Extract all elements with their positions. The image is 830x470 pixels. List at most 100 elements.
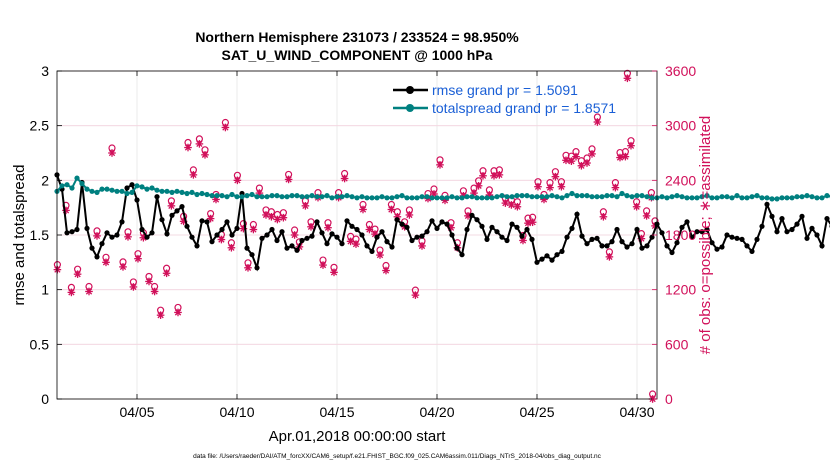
obs-assimilated-point (359, 205, 367, 214)
rmse-point (449, 232, 455, 238)
rmse-point (364, 243, 370, 249)
obs-asterisk-stroke (151, 288, 158, 295)
rmse-point (574, 211, 580, 217)
obs-asterisk-stroke (524, 220, 532, 227)
obs-assimilated-point (524, 219, 532, 227)
obs-asterisk-stroke (74, 271, 81, 278)
obs-assimilated-point (642, 212, 651, 220)
rmse-point (164, 231, 170, 237)
obs-assimilated-point (124, 233, 132, 241)
totalspread-point (794, 194, 800, 200)
rmse-point (124, 185, 130, 191)
rmse-point (724, 232, 730, 238)
rmse-point (369, 248, 375, 254)
rmse-point (779, 216, 785, 222)
totalspread-point (59, 183, 65, 189)
rmse-point (484, 236, 490, 242)
totalspread-point (189, 189, 195, 195)
series-totalspread (54, 175, 830, 202)
obs-assimilated-point (195, 140, 204, 148)
rmse-point (129, 182, 135, 188)
obs-assimilated-point (67, 288, 76, 297)
totalspread-point (624, 193, 630, 199)
x-tick-label: 04/15 (319, 404, 354, 420)
rmse-point (644, 243, 650, 249)
obs-asterisk-stroke (624, 75, 631, 82)
obs-asterisk-stroke (157, 312, 164, 319)
obs-assimilated-point (627, 141, 635, 150)
totalspread-point (774, 196, 780, 202)
obs-asterisk-stroke (616, 154, 624, 161)
rmse-point (454, 245, 460, 251)
totalspread-point (334, 194, 340, 200)
obs-assimilated-point (189, 171, 198, 179)
totalspread-point (684, 195, 690, 201)
obs-assimilated-point (324, 223, 332, 232)
obs-asterisk-stroke (572, 153, 580, 160)
totalspread-point (194, 191, 200, 198)
y-tick-label-left: 2 (41, 172, 49, 188)
obs-assimilated-point (605, 253, 614, 261)
totalspread-point (249, 191, 255, 198)
obs-asterisk-stroke (291, 231, 298, 239)
obs-assimilated-point (233, 176, 242, 185)
totalspread-point (479, 195, 485, 201)
obs-asterisk-stroke (622, 153, 629, 160)
rmse-point (159, 217, 165, 223)
obs-assimilated-point (436, 161, 444, 169)
chart-subtitle: SAT_U_WIND_COMPONENT @ 1000 hPa (222, 47, 493, 63)
obs-asterisk-stroke (496, 171, 503, 179)
ticks: 04/05 04/10 04/15 04/20 04/25 04/30 0 0.5 1 1.5 2 2… (30, 63, 697, 420)
totalspread-point (534, 194, 540, 200)
totalspread-point (449, 194, 455, 200)
totalspread-point (314, 194, 320, 200)
y-tick-label-left: 1.5 (30, 227, 50, 243)
y-tick-label-right: 1800 (665, 227, 696, 243)
totalspread-point (284, 194, 290, 200)
obs-assimilated-point (284, 175, 293, 184)
series-layer (54, 172, 830, 272)
totalspread-point (184, 190, 190, 197)
totalspread-point (119, 188, 125, 194)
rmse-point (774, 229, 780, 235)
obs-assimilated-point (134, 254, 142, 263)
rmse-point (299, 237, 305, 244)
obs-assimilated-point (150, 287, 159, 296)
rmse-point (84, 225, 90, 231)
rmse-point (119, 219, 125, 225)
totalspread-point (319, 194, 325, 200)
rmse-point (464, 226, 470, 233)
obs-asterisk-stroke (102, 259, 110, 266)
rmse-point (734, 235, 740, 241)
obs-asterisk-stroke (352, 240, 360, 248)
rmse-point (404, 224, 410, 230)
rmse-point (674, 240, 680, 246)
rmse-point (649, 234, 655, 240)
obs-assimilated-point (577, 161, 586, 170)
obs-assimilated-point (562, 156, 570, 165)
totalspread-point (89, 188, 95, 194)
rmse-point (259, 235, 265, 241)
obs-assimilated-point (572, 152, 580, 161)
obs-assimilated-point (616, 153, 624, 162)
y-tick-label-left: 3 (41, 63, 49, 79)
obs-asterisk-stroke (274, 216, 281, 223)
obs-asterisk-stroke (108, 149, 116, 157)
totalspread-point (749, 194, 755, 200)
totalspread-point (399, 193, 405, 199)
rmse-point (339, 241, 345, 247)
rmse-point (114, 232, 120, 238)
totalspread-point (154, 187, 160, 193)
totalspread-point (569, 190, 575, 197)
rmse-point (424, 229, 430, 235)
obs-asterisk-stroke (519, 237, 527, 244)
totalspread-point (434, 195, 440, 201)
obs-assimilated-point (551, 172, 560, 181)
totalspread-point (729, 195, 735, 201)
obs-asterisk-stroke (184, 144, 192, 151)
rmse-point (314, 219, 320, 225)
obs-asterisk-stroke (376, 251, 384, 259)
rmse-point (64, 230, 70, 236)
rmse-point (504, 237, 510, 244)
rmse-point (559, 248, 565, 254)
